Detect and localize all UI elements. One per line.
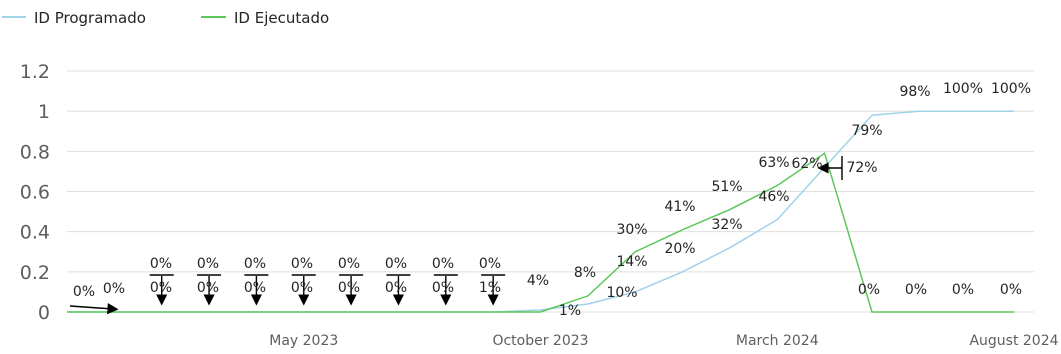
data-labels: 0% 0% 0% 0% 0% 0% 0% 0% 0% 0% 0% 0% 0% 0% 0% 0% 0% 1% 4% 1%… <box>73 81 1031 319</box>
y-tick-label: 0.4 <box>20 222 50 244</box>
data-label: 0% <box>150 256 172 272</box>
x-tick-label: May 2023 <box>269 333 338 349</box>
data-label: 100% <box>991 81 1031 97</box>
x-axis-ticks: May 2023 October 2023 March 2024 August 202… <box>269 333 1058 349</box>
data-label: 79% <box>851 123 882 139</box>
y-tick-label: 0 <box>38 302 50 324</box>
data-label: 62% <box>791 156 822 172</box>
x-tick-label: March 2024 <box>736 333 819 349</box>
legend-label-ejecutado: ID Ejecutado <box>234 9 329 27</box>
data-label: 63% <box>758 155 789 171</box>
data-label: 100% <box>943 81 983 97</box>
data-label: 0% <box>385 280 407 296</box>
y-axis-ticks: 0 0.2 0.4 0.6 0.8 1 1.2 <box>20 61 50 324</box>
data-label: 10% <box>606 285 637 301</box>
legend-label-programado: ID Programado <box>34 9 146 27</box>
data-label: 41% <box>664 199 695 215</box>
data-label: 0% <box>291 256 313 272</box>
y-tick-label: 0.8 <box>20 141 50 163</box>
legend: ID Programado ID Ejecutado <box>2 9 329 27</box>
data-label: 0% <box>338 280 360 296</box>
gridlines <box>67 71 1034 312</box>
annotation-arrow-start <box>70 306 113 309</box>
data-label: 0% <box>244 280 266 296</box>
y-tick-label: 1 <box>38 101 50 123</box>
data-label: 8% <box>574 265 596 281</box>
data-label: 0% <box>858 282 880 298</box>
data-label: 72% <box>846 160 877 176</box>
data-label: 4% <box>527 273 549 289</box>
data-label: 0% <box>385 256 407 272</box>
data-label: 1% <box>479 280 501 296</box>
data-label: 0% <box>197 256 219 272</box>
data-label: 0% <box>1000 282 1022 298</box>
data-label: 0% <box>73 284 95 300</box>
data-label: 0% <box>197 280 219 296</box>
y-tick-label: 0.2 <box>20 262 50 284</box>
data-label: 51% <box>711 179 742 195</box>
data-label: 20% <box>664 241 695 257</box>
x-tick-label: August 2024 <box>969 333 1058 349</box>
data-label: 0% <box>291 280 313 296</box>
x-tick-label: October 2023 <box>492 333 588 349</box>
data-label: 32% <box>711 217 742 233</box>
data-label: 98% <box>899 84 930 100</box>
data-label: 0% <box>338 256 360 272</box>
data-label: 0% <box>432 280 454 296</box>
data-label: 46% <box>758 189 789 205</box>
y-tick-label: 1.2 <box>20 61 50 83</box>
data-label: 0% <box>432 256 454 272</box>
data-label: 0% <box>479 256 501 272</box>
data-label: 14% <box>616 254 647 270</box>
data-label: 0% <box>150 280 172 296</box>
data-label: 30% <box>616 222 647 238</box>
data-label: 1% <box>559 303 581 319</box>
y-tick-label: 0.6 <box>20 182 50 204</box>
data-label: 0% <box>103 281 125 297</box>
data-label: 0% <box>905 282 927 298</box>
data-label: 0% <box>244 256 266 272</box>
data-label: 0% <box>952 282 974 298</box>
